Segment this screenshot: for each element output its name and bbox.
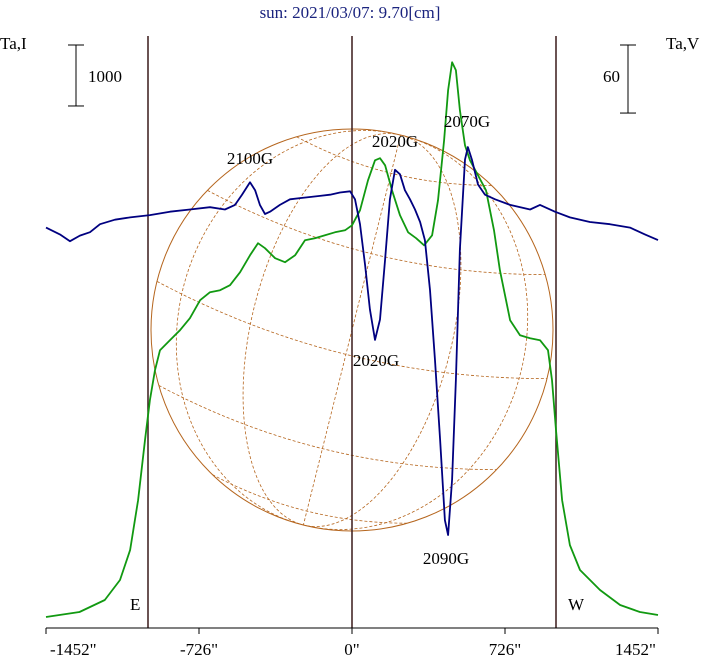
y-axis-label: Ta,I [0,34,27,53]
parallel [158,385,497,471]
limb-label: W [568,595,585,614]
meridian [303,134,529,530]
meridian [303,134,462,527]
annotation: 2100G [227,149,273,168]
x-tick-label: 0" [344,640,359,659]
parallel [296,136,492,186]
x-tick-label: 726" [489,640,521,659]
x-tick-label: -726" [180,640,218,659]
series-line [45,146,659,536]
meridian [175,130,401,526]
series-line [45,61,659,618]
scale-label: 1000 [88,67,122,86]
x-tick-label: -1452" [50,640,97,659]
meridian [242,133,401,526]
scale-label: 60 [603,67,620,86]
annotation: 2020G [372,132,418,151]
parallel [212,474,408,524]
chart-title: sun: 2021/03/07: 9.70[cm] [260,3,441,22]
x-tick-label: 1452" [615,640,656,659]
annotation: 2070G [444,112,490,131]
annotation: 2090G [423,549,469,568]
parallel [156,281,548,380]
limb-label: E [130,595,140,614]
parallel [207,190,546,275]
annotation: 2020G [353,351,399,370]
y2-axis-label: Ta,V [666,34,700,53]
